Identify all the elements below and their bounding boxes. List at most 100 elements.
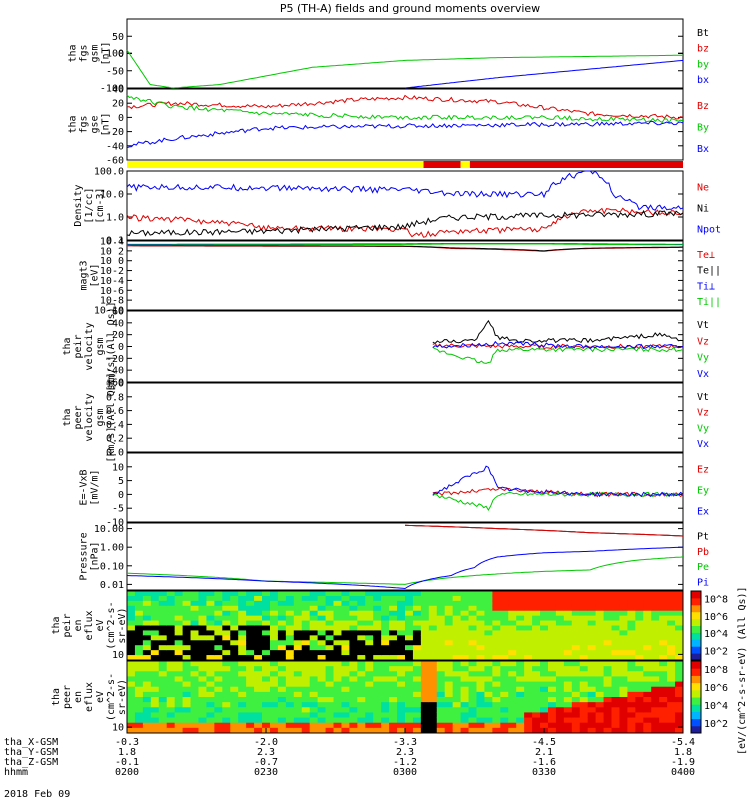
spectrogram-cell [277, 640, 287, 646]
colorbar-swatch [691, 597, 701, 606]
spectrogram-cell [293, 691, 303, 698]
spectrogram-cell [635, 681, 644, 688]
spectrogram-cell [269, 727, 279, 734]
spectrogram-cell [230, 712, 239, 719]
legend-entry: Vt [697, 320, 709, 331]
spectrogram-cell [452, 640, 462, 646]
spectrogram-cell [611, 661, 620, 667]
spectrogram-cell [492, 681, 501, 688]
spectrogram-cell [262, 717, 271, 724]
spectrogram-cell [420, 681, 430, 688]
spectrogram-cell [397, 707, 406, 713]
spectrogram-cell [405, 722, 414, 729]
spectrogram-cell [293, 681, 303, 688]
spectrogram-cell [182, 591, 192, 597]
spectrogram-cell [134, 600, 144, 607]
spectrogram-cell [134, 620, 144, 626]
spectrogram-cell [484, 666, 493, 672]
spectrogram-cell [246, 712, 255, 719]
spectrogram-cell [420, 610, 430, 617]
spectrogram-cell [659, 655, 668, 661]
spectrogram-cell [277, 681, 287, 688]
colorbar-swatch [691, 668, 701, 676]
spectrogram-cell [436, 591, 446, 597]
spectrogram-cell [643, 681, 652, 688]
spectrogram-cell [277, 717, 287, 724]
spectrogram-cell [444, 686, 454, 693]
spectrogram-cell [158, 615, 168, 622]
spectrogram-cell [389, 620, 398, 626]
spectrogram-cell [468, 655, 477, 661]
spectrogram-cell [246, 630, 255, 636]
spectrogram-cell [246, 610, 255, 617]
spectrogram-cell [150, 727, 160, 734]
spectrogram-cell [277, 605, 287, 612]
spectrogram-cell [222, 595, 231, 602]
spectrogram-cell [516, 722, 525, 729]
spectrogram-cell [325, 650, 335, 656]
spectrogram-cell [373, 691, 382, 698]
spectrogram-cell [436, 707, 446, 713]
spectrogram-cell [373, 620, 382, 626]
spectrogram-cell [293, 707, 303, 713]
spectrogram-cell [142, 615, 152, 622]
spectrogram-cell [476, 605, 485, 612]
spectrogram-cell [532, 671, 541, 677]
spectrogram-cell [198, 676, 207, 683]
spectrogram-cell [381, 650, 390, 656]
spectrogram-cell [174, 600, 184, 607]
spectrogram-cell [309, 620, 319, 626]
spectrogram-cell [127, 671, 136, 677]
y-axis-label: en [73, 691, 84, 703]
spectrogram-cell [190, 661, 199, 667]
spectrogram-cell [627, 630, 636, 636]
spectrogram-cell [436, 620, 446, 626]
spectrogram-cell [349, 600, 358, 607]
spectrogram-cell [150, 676, 160, 683]
spectrogram-cell [397, 681, 406, 688]
spectrogram-cell [262, 712, 271, 719]
spectrogram-cell [484, 707, 493, 713]
spectrogram-cell [627, 605, 636, 612]
spectrogram-cell [262, 610, 271, 617]
spectrogram-cell [635, 645, 644, 651]
spectrogram-cell [222, 620, 231, 626]
spectrogram-cell [365, 591, 374, 597]
spectrogram-cell [341, 666, 350, 672]
spectrogram-cell [285, 655, 295, 661]
spectrogram-cell [516, 600, 525, 607]
spectrogram-cell [127, 620, 136, 626]
spectrogram-cell [381, 727, 390, 734]
spectrogram-cell [412, 666, 422, 672]
spectrogram-cell [516, 591, 525, 597]
spectrogram-cell [325, 676, 335, 683]
spectrogram-cell [158, 676, 168, 683]
spectrogram-cell [301, 645, 311, 651]
spectrogram-cell [254, 671, 263, 677]
spectrogram-cell [373, 681, 382, 688]
spectrogram-cell [214, 722, 223, 729]
y-tick-label: 10.00 [94, 524, 124, 535]
spectrogram-cell [277, 722, 287, 729]
spectrogram-cell [333, 661, 342, 667]
spectrogram-cell [460, 650, 470, 656]
spectrogram-cell [420, 625, 430, 631]
spectrogram-cell [190, 686, 199, 693]
spectrogram-cell [325, 625, 335, 631]
spectrogram-cell [405, 650, 414, 656]
spectrogram-cell [675, 650, 684, 656]
spectrogram-cell [619, 610, 628, 617]
spectrogram-cell [428, 661, 438, 667]
spectrogram-cell [476, 635, 485, 641]
spectrogram-cell [516, 615, 525, 622]
spectrogram-cell [516, 605, 525, 612]
spectrogram-cell [238, 676, 247, 683]
spectrogram-cell [643, 610, 652, 617]
spectrogram-cell [595, 635, 605, 641]
spectrogram-cell [230, 707, 239, 713]
spectrogram-cell [452, 605, 462, 612]
spectrogram-cell [349, 681, 358, 688]
spectrogram-cell [293, 676, 303, 683]
spectrogram-cell [595, 676, 605, 683]
y-tick-label: 10-8 [100, 296, 124, 307]
